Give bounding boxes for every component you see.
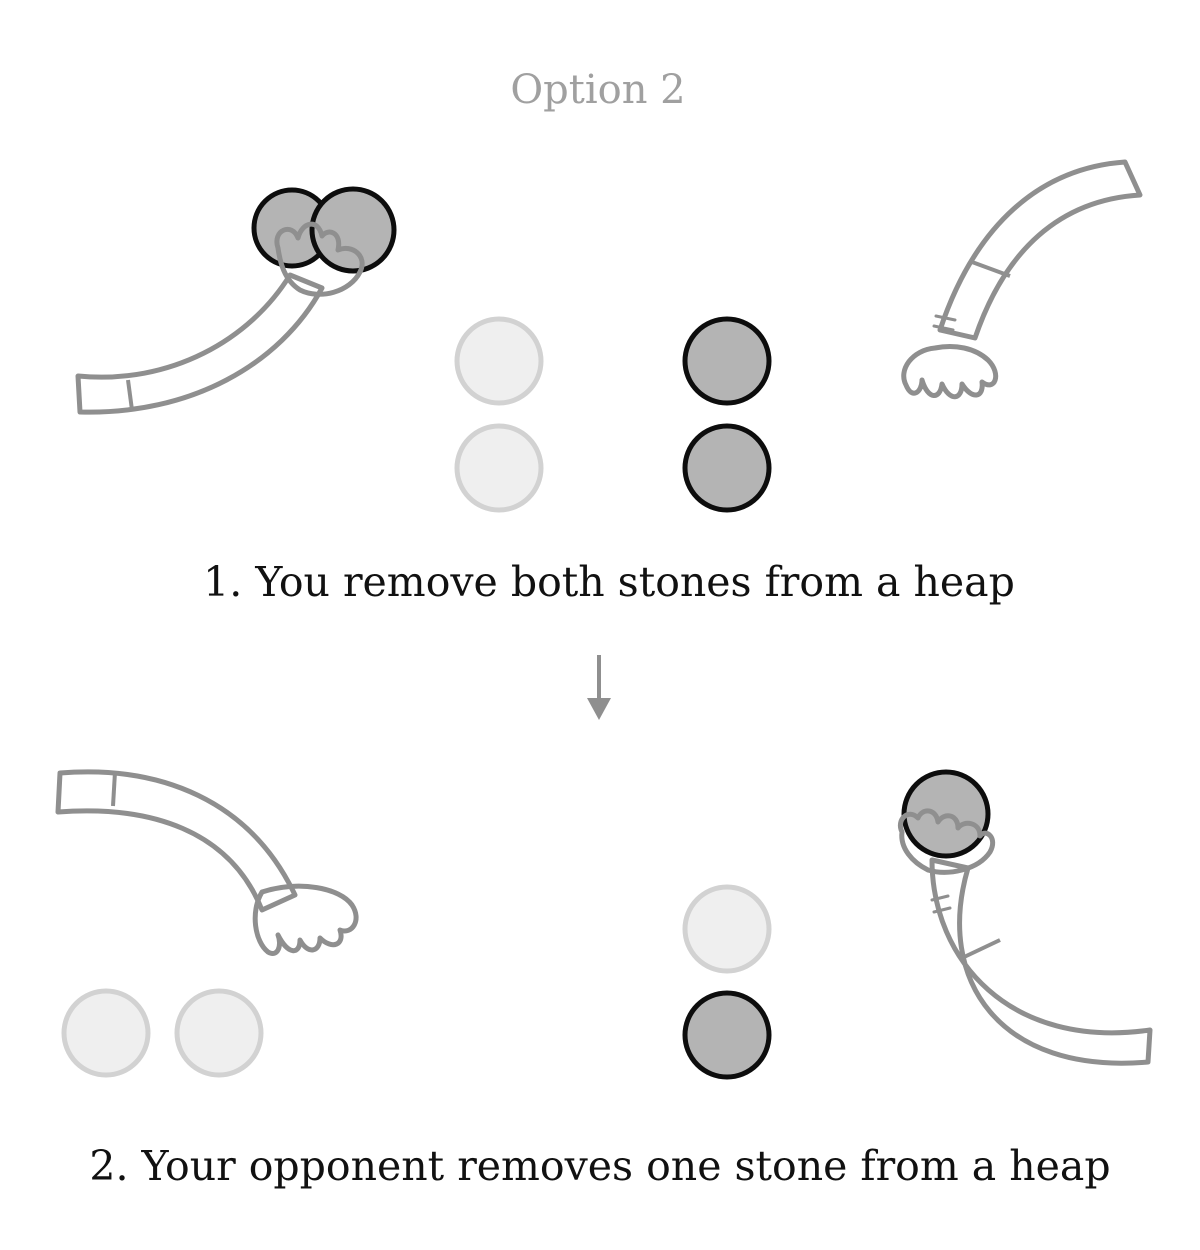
empty-heap-stone-1 xyxy=(61,988,151,1078)
player-arm-2-cuff-line xyxy=(111,771,117,807)
opponent-hand-2 xyxy=(898,808,996,875)
opponent-arm-waiting xyxy=(901,159,1143,400)
heap-a-stone-2 xyxy=(454,423,544,513)
player-arm-2 xyxy=(55,769,298,913)
opponent-arm-2-wrinkle-1 xyxy=(930,894,950,902)
opponent-arm-2 xyxy=(929,857,1153,1066)
opponent-arm-cuff-line xyxy=(971,260,1011,278)
diagram-title: Option 2 xyxy=(510,67,685,113)
panel-step-2 xyxy=(55,769,1153,1080)
heap-b-stone-1 xyxy=(682,316,772,406)
player-hand xyxy=(274,221,365,297)
player-arm-idle xyxy=(55,769,359,956)
held-stone-2 xyxy=(309,186,397,274)
opponent-arm-wrinkle-1 xyxy=(934,314,957,322)
player-arm-holding-stones xyxy=(75,186,397,415)
heap-b-stone-2 xyxy=(682,423,772,513)
opponent-hand xyxy=(901,344,999,400)
player-arm-cuff-line xyxy=(126,379,134,411)
down-arrow-icon xyxy=(587,655,611,720)
opponent-arm xyxy=(937,159,1143,341)
opponent-arm-holding-stone xyxy=(898,769,1153,1066)
player-arm xyxy=(75,272,325,415)
panel-step-1 xyxy=(75,159,1143,513)
opponent-arm-2-cuff-line xyxy=(961,938,1001,960)
opponent-arm-wrinkle-2 xyxy=(932,324,955,332)
remaining-heap-stone-removed xyxy=(682,884,772,974)
opponent-arm-2-wrinkle-2 xyxy=(932,906,952,914)
player-hand-2 xyxy=(252,883,359,956)
empty-heap-stone-2 xyxy=(174,988,264,1078)
remaining-heap-stone-left xyxy=(682,990,772,1080)
step-1-caption: 1. You remove both stones from a heap xyxy=(203,558,1015,606)
heap-a-stone-1 xyxy=(454,316,544,406)
step-2-caption: 2. Your opponent removes one stone from … xyxy=(89,1142,1110,1190)
